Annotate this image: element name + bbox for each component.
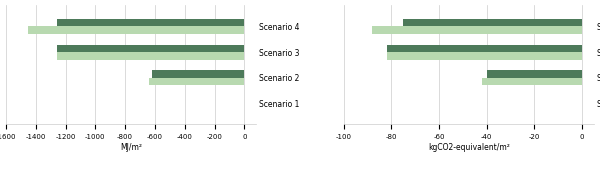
Bar <box>56 44 244 52</box>
Bar <box>56 19 244 26</box>
Bar <box>386 44 582 52</box>
Bar <box>28 26 244 34</box>
Bar <box>373 26 582 34</box>
Bar <box>56 52 244 59</box>
Bar <box>386 52 582 59</box>
Bar <box>482 78 582 85</box>
Bar <box>152 70 244 78</box>
X-axis label: kgCO2-equivalent/m²: kgCO2-equivalent/m² <box>428 143 510 152</box>
Bar <box>403 19 582 26</box>
Bar <box>149 78 244 85</box>
X-axis label: MJ/m²: MJ/m² <box>120 143 142 152</box>
Bar <box>487 70 582 78</box>
